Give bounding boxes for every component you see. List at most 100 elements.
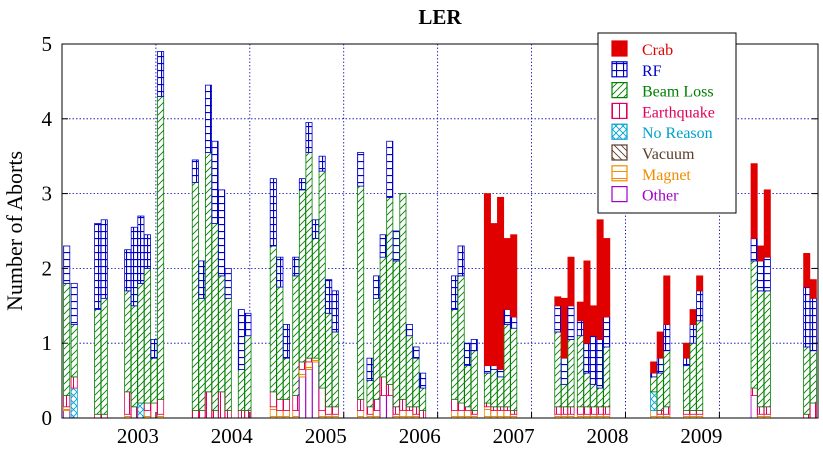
bar-32-beam-loss-segment <box>386 196 394 385</box>
bar-19-earthquake-segment <box>276 398 284 411</box>
bar-2-rf-segment <box>94 223 102 310</box>
bar-21-earthquake-segment <box>292 395 300 411</box>
bar-57-beam-loss-segment <box>663 350 671 408</box>
y-tick-label-4: 4 <box>42 107 53 131</box>
bar-24-beam-loss-segment <box>312 238 320 359</box>
bar-48-magnet-segment <box>560 413 568 419</box>
bar-14-earthquake-segment <box>218 391 226 419</box>
bar-51-magnet-segment <box>583 413 591 419</box>
bar-27-earthquake-segment <box>331 406 339 415</box>
bar-61-beam-loss-segment <box>750 260 758 389</box>
bar-38-magnet-segment <box>451 410 459 419</box>
bar-39-earthquake-segment <box>457 402 465 411</box>
bar-47 <box>554 296 562 419</box>
bar-40-earthquake-segment <box>464 406 472 411</box>
bar-38-beam-loss-segment <box>451 309 459 400</box>
bar-36 <box>412 346 420 419</box>
bar-13-beam-loss-segment <box>211 223 219 411</box>
bar-46-earthquake-segment <box>510 410 518 415</box>
bar-47-crab-segment <box>554 296 562 307</box>
bar-15-earthquake-segment <box>224 410 232 419</box>
bar-19-rf-segment <box>276 256 284 288</box>
bar-58 <box>683 342 691 419</box>
bar-11 <box>198 260 206 419</box>
bar-44-magnet-segment <box>497 410 505 419</box>
bar-4-earthquake-segment <box>124 391 132 415</box>
bar-59-beam-loss-segment <box>689 342 697 411</box>
bar-65 <box>809 279 817 419</box>
bar-50-rf-segment <box>576 320 584 337</box>
bar-12-beam-loss-segment <box>204 152 212 393</box>
bar-63-crab-segment <box>763 189 771 258</box>
bar-31-beam-loss-segment <box>379 256 387 378</box>
bar-45-beam-loss-segment <box>503 324 511 408</box>
bar-0-beam-loss-segment <box>63 282 71 396</box>
bar-33-magnet-segment <box>392 413 400 419</box>
bar-37 <box>419 372 427 419</box>
bar-49 <box>567 256 575 419</box>
bar-30 <box>373 275 381 419</box>
legend-label-earthquake: Earthquake <box>642 104 715 121</box>
bar-11-beam-loss-segment <box>198 297 206 411</box>
bar-14 <box>218 189 226 419</box>
bar-51-rf-segment <box>583 342 591 374</box>
bar-10 <box>191 159 199 419</box>
bar-52-rf-segment <box>590 335 598 385</box>
legend-entry-rf: RF <box>611 61 662 80</box>
bar-3-beam-loss-segment <box>100 297 108 415</box>
bar-36-magnet-segment <box>412 413 420 419</box>
bar-42-magnet-segment <box>483 406 491 419</box>
bar-12 <box>204 84 212 419</box>
bar-21-beam-loss-segment <box>292 275 300 396</box>
legend-label-crab: Crab <box>642 42 673 59</box>
bar-62 <box>757 245 765 419</box>
bar-65-beam-loss-segment <box>809 350 817 404</box>
legend-swatch-crab <box>611 40 628 57</box>
bar-28-earthquake-segment <box>357 398 365 411</box>
bar-22 <box>298 178 306 419</box>
bar-50-beam-loss-segment <box>576 335 584 408</box>
bar-13-rf-segment <box>211 140 219 224</box>
bar-47-rf-segment <box>554 305 562 333</box>
bar-34 <box>399 193 407 419</box>
bar-5 <box>130 226 138 419</box>
bar-52-beam-loss-segment <box>590 383 598 408</box>
bar-53-rf-segment <box>596 339 604 389</box>
bar-31-other-segment <box>379 395 387 419</box>
bar-13-earthquake-segment <box>211 410 219 419</box>
bar-31-rf-segment <box>379 234 387 258</box>
bar-39-rf-segment <box>457 245 465 277</box>
bar-33-rf-segment <box>392 230 400 262</box>
bar-20-magnet-segment <box>282 410 290 419</box>
bar-4-beam-loss-segment <box>124 290 132 393</box>
bar-12-earthquake-segment <box>204 391 212 419</box>
bar-37-rf-segment <box>419 372 427 389</box>
bar-35-magnet-segment <box>405 410 413 419</box>
bar-0-magnet-segment <box>63 406 71 411</box>
bar-60-rf-segment <box>696 290 704 322</box>
bar-35-beam-loss-segment <box>405 335 413 408</box>
bar-9-magnet-segment <box>157 413 165 419</box>
bar-56 <box>656 331 664 419</box>
bar-39-beam-loss-segment <box>457 275 465 404</box>
bar-10-beam-loss-segment <box>191 181 199 411</box>
bar-19-magnet-segment <box>276 410 284 419</box>
bar-57 <box>663 275 671 419</box>
bar-27-rf-segment <box>331 290 339 333</box>
bar-9 <box>157 51 165 419</box>
bar-7 <box>143 234 151 419</box>
bar-16-rf-segment <box>237 309 245 370</box>
bar-54-beam-loss-segment <box>603 346 611 408</box>
bar-18-earthquake-segment <box>269 391 277 408</box>
bar-28-beam-loss-segment <box>357 185 365 400</box>
bar-29-rf-segment <box>366 357 374 382</box>
bar-52-crab-segment <box>590 305 598 337</box>
bar-17-rf-segment <box>244 312 252 337</box>
bar-31 <box>379 234 387 419</box>
legend-entry-crab: Crab <box>611 40 673 59</box>
bar-54-earthquake-segment <box>603 406 611 415</box>
tick-labels: 0 1 2 3 4 5 2003 2004 2005 2006 2007 2008 2009 <box>42 32 723 448</box>
bar-33-earthquake-segment <box>392 406 400 415</box>
bar-50 <box>576 301 584 419</box>
